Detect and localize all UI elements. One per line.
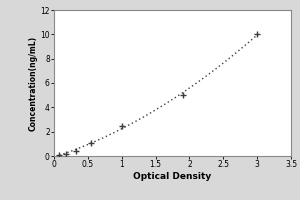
X-axis label: Optical Density: Optical Density [134, 172, 212, 181]
Y-axis label: Concentration(ng/mL): Concentration(ng/mL) [28, 35, 38, 131]
